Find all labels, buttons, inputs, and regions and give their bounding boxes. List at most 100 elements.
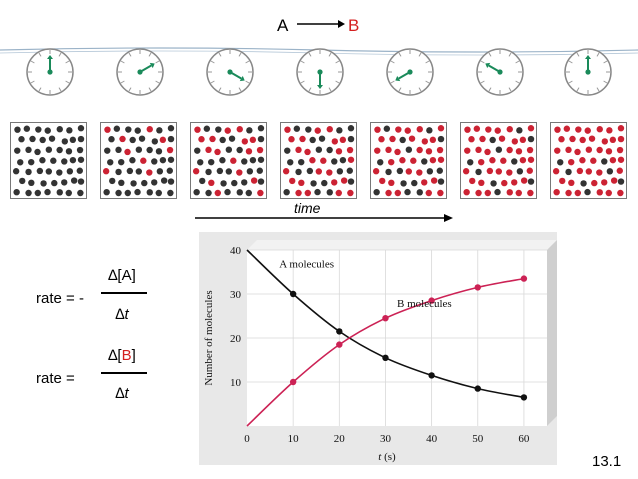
molecule-b xyxy=(469,177,476,185)
molecule-b xyxy=(617,189,624,197)
molecule-a xyxy=(336,168,344,175)
molecule-a xyxy=(126,167,134,175)
rate-a-numerator: ∆[A] xyxy=(108,267,136,284)
molecule-b xyxy=(463,188,470,196)
molecule-b xyxy=(304,189,312,197)
molecule-a xyxy=(25,168,32,176)
molecule-b xyxy=(146,126,153,133)
molecule-b xyxy=(559,177,566,185)
molecule-b xyxy=(405,168,413,175)
molecule-b xyxy=(214,189,222,197)
molecule-a xyxy=(23,125,31,132)
molecule-b xyxy=(563,125,571,132)
molecule-b xyxy=(331,179,338,186)
molecule-b xyxy=(146,169,153,176)
time-arrow-icon xyxy=(195,214,453,222)
molecule-b xyxy=(501,179,508,187)
clock-icon xyxy=(206,48,254,96)
molecule-b xyxy=(601,138,609,145)
molecule-a xyxy=(76,167,83,174)
rate-a-denominator: ∆t xyxy=(115,306,129,323)
molecule-b xyxy=(389,135,396,143)
rate-b-num-suffix: ] xyxy=(131,347,136,364)
molecule-b xyxy=(609,136,617,144)
molecule-b xyxy=(473,125,481,132)
molecule-b xyxy=(479,135,486,143)
molecule-a xyxy=(205,189,212,197)
molecule-a xyxy=(326,146,333,154)
molecule-a xyxy=(557,159,564,166)
molecule-b xyxy=(553,188,560,196)
molecule-a xyxy=(606,168,614,175)
rate-b-numerator: ∆[B] xyxy=(96,347,148,364)
molecule-b xyxy=(374,147,381,154)
molecule-a xyxy=(109,177,116,185)
molecule-a xyxy=(108,136,115,143)
data-point-a xyxy=(289,290,297,298)
molecule-b xyxy=(584,127,591,134)
molecule-a xyxy=(245,189,252,197)
series-label-b: B molecules xyxy=(397,298,452,310)
molecule-a xyxy=(66,168,74,175)
clock-icon xyxy=(296,48,344,96)
molecule-b xyxy=(205,146,212,154)
data-point-a xyxy=(428,372,435,379)
molecule-b xyxy=(486,167,494,175)
molecule-b xyxy=(590,157,597,164)
molecule-b xyxy=(194,126,201,133)
molecule-b xyxy=(208,179,215,186)
molecule-a xyxy=(475,168,482,176)
molecule-b xyxy=(404,127,411,134)
molecule-b xyxy=(527,125,535,132)
molecule-a xyxy=(228,135,236,142)
molecule-b xyxy=(298,179,305,186)
molecule-b xyxy=(575,126,582,133)
molecule-b xyxy=(605,189,612,197)
molecule-b xyxy=(236,126,243,133)
clock-icon xyxy=(386,48,434,96)
molecule-b xyxy=(565,189,572,197)
x-tick-label: 0 xyxy=(244,433,250,445)
clock-icon xyxy=(116,48,164,96)
molecule-a xyxy=(104,147,111,154)
molecule-a xyxy=(283,188,290,196)
molecule-b xyxy=(429,156,437,164)
molecule-a xyxy=(151,138,159,145)
molecule-a xyxy=(293,125,301,132)
molecule-b xyxy=(320,157,327,164)
molecule-b xyxy=(425,148,433,155)
molecule-a xyxy=(155,148,163,155)
molecule-a xyxy=(298,158,305,166)
molecule-a xyxy=(167,189,174,197)
molecule-a xyxy=(236,189,243,196)
molecule-b xyxy=(436,146,444,154)
molecule-b xyxy=(506,146,513,154)
molecule-a xyxy=(13,188,20,196)
molecule-b xyxy=(209,135,216,143)
molecule-a xyxy=(494,188,501,196)
molecule-a xyxy=(331,158,338,165)
molecule-b xyxy=(425,189,432,197)
molecule-a xyxy=(246,168,254,175)
molecule-a xyxy=(56,169,63,176)
y-tick-label: 30 xyxy=(230,289,242,301)
molecule-b xyxy=(498,135,506,142)
molecule-b xyxy=(326,126,333,133)
molecule-a xyxy=(256,167,263,174)
molecule-b xyxy=(464,147,471,154)
molecule-a xyxy=(377,159,384,166)
molecule-b xyxy=(104,126,111,133)
molecule-a xyxy=(56,189,63,196)
rate-a-lhs: rate = - xyxy=(36,290,84,307)
x-tick-label: 60 xyxy=(518,433,530,445)
molecule-a xyxy=(347,135,355,143)
data-point-a xyxy=(382,354,389,361)
molecule-a xyxy=(115,168,122,176)
molecule-a xyxy=(151,158,158,165)
molecule-b xyxy=(609,156,617,164)
molecule-a xyxy=(28,158,35,166)
molecule-b xyxy=(568,179,575,186)
molecule-b xyxy=(475,146,482,154)
molecule-a xyxy=(65,189,72,197)
molecule-b xyxy=(494,127,501,134)
